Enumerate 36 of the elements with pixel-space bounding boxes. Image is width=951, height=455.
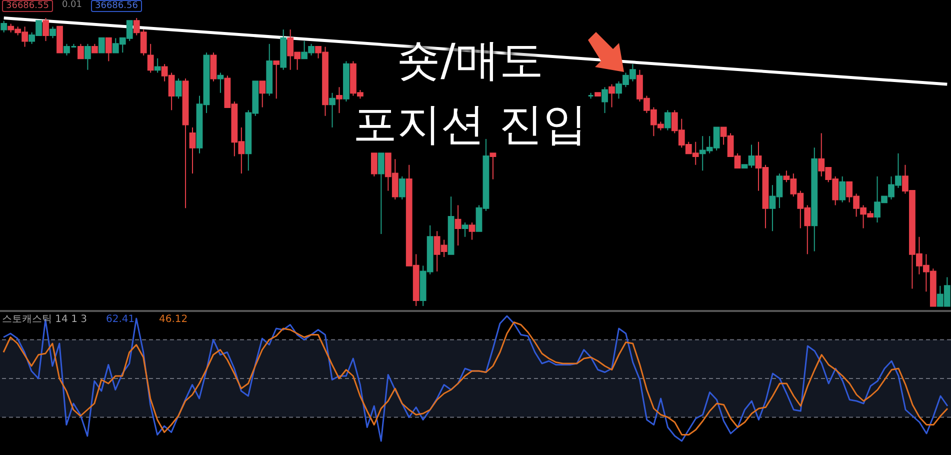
annotation: 포지션 진입 — [353, 99, 587, 150]
candlestick — [78, 43, 84, 60]
candlestick — [210, 52, 217, 82]
candlestick — [42, 18, 49, 42]
candlestick — [490, 152, 496, 180]
candlestick — [378, 152, 384, 234]
candlestick — [398, 176, 406, 200]
candlestick — [259, 80, 266, 108]
candlestick — [105, 37, 112, 62]
text: 36686.55 — [2, 0, 53, 12]
candlestick — [0, 20, 8, 33]
candlestick — [462, 222, 468, 238]
annotation: 숏/매도 — [396, 35, 544, 86]
candlestick — [84, 43, 91, 70]
candlestick — [608, 84, 615, 108]
candlestick — [664, 110, 671, 131]
series-label: 62.41 — [106, 314, 135, 325]
candlestick — [98, 37, 105, 54]
candlestick — [147, 43, 154, 74]
candlestick — [154, 58, 161, 74]
candlestick — [329, 92, 336, 128]
candlestick — [175, 78, 182, 100]
candlestick — [454, 204, 462, 246]
candlestick — [217, 72, 224, 94]
candlestick — [336, 86, 342, 114]
text: 36686.56 — [91, 0, 142, 12]
candlestick — [273, 60, 280, 100]
candlestick — [189, 126, 196, 174]
candlestick — [370, 152, 378, 177]
legend-title: 스토캐스틱 14 1 3 — [2, 314, 87, 325]
text: 46.12 — [159, 314, 188, 325]
candlestick — [468, 222, 476, 240]
candlestick — [839, 176, 846, 203]
candlestick — [50, 26, 56, 39]
candlestick — [602, 86, 608, 114]
text: 0.01 — [58, 0, 85, 12]
